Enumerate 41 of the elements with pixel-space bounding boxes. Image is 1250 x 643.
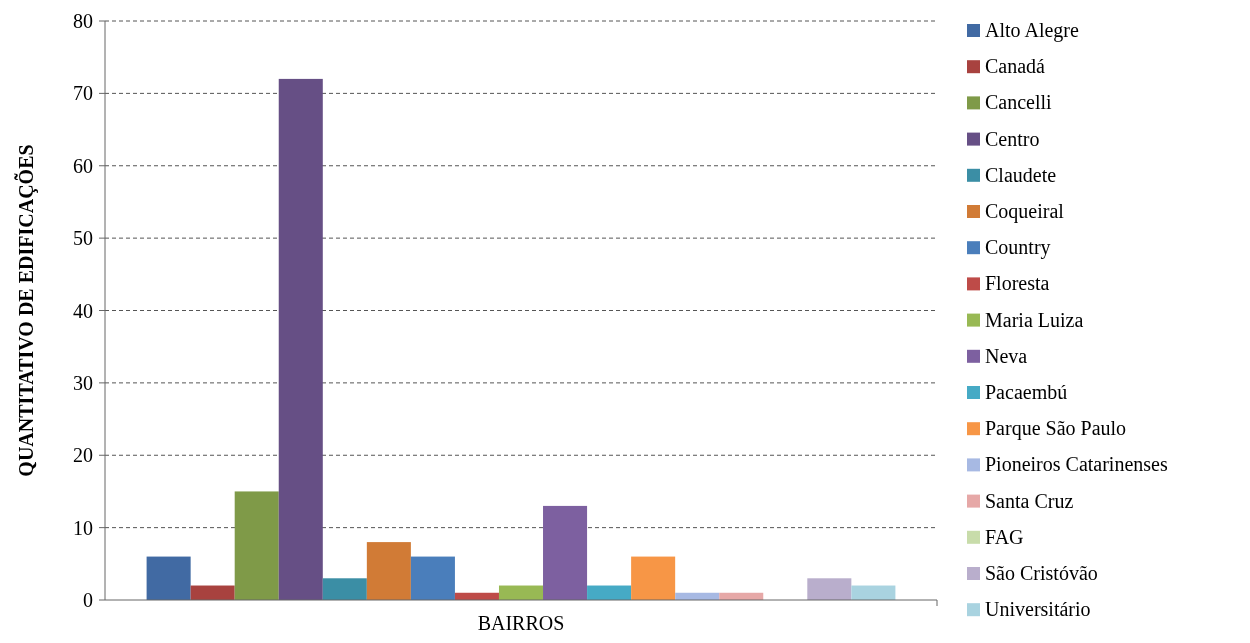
- y-tick-label: 80: [73, 10, 93, 32]
- legend-label: Country: [985, 236, 1051, 260]
- bar: [543, 505, 588, 600]
- legend-label: FAG: [985, 525, 1024, 548]
- bar: [807, 578, 852, 600]
- bar: [146, 556, 191, 600]
- bar: [234, 491, 279, 600]
- legend-label: Neva: [985, 344, 1028, 367]
- bar: [851, 585, 896, 600]
- legend-label: Maria Luiza: [985, 308, 1084, 331]
- legend-label: Cancelli: [985, 91, 1053, 114]
- legend-label: Universitário: [985, 598, 1091, 621]
- bar: [410, 556, 455, 600]
- legend-label: Pacaembú: [985, 381, 1068, 403]
- y-tick-label: 10: [73, 516, 93, 539]
- bar: [322, 578, 367, 600]
- x-tick-label: BAIRROS: [477, 612, 565, 634]
- y-tick-label: 30: [73, 371, 93, 394]
- y-tick-label: 40: [73, 299, 93, 322]
- y-tick-label: 20: [73, 444, 93, 467]
- bar: [631, 556, 676, 600]
- y-tick-label: 50: [73, 227, 93, 250]
- y-tick-label: 60: [73, 154, 93, 177]
- y-axis-title: QUANTITATIVO DE EDIFICAÇÕES: [14, 144, 38, 477]
- legend-label: Claudete: [985, 163, 1057, 186]
- bar: [278, 78, 323, 600]
- legend-label: Coqueiral: [985, 200, 1065, 223]
- bar: [190, 585, 235, 600]
- legend-label: Floresta: [985, 272, 1050, 295]
- legend-label: Santa Cruz: [985, 489, 1074, 512]
- legend-label: Alto Alegre: [985, 19, 1079, 42]
- y-tick-label: 0: [83, 589, 93, 611]
- legend-label: São Cristóvão: [985, 562, 1098, 584]
- legend-label: Pioneiros Catarinenses: [985, 453, 1168, 476]
- bar: [366, 542, 411, 600]
- legend-label: Parque São Paulo: [985, 417, 1127, 441]
- legend-label: Canadá: [985, 55, 1046, 78]
- bar: [498, 585, 544, 600]
- y-tick-label: 70: [73, 82, 93, 105]
- legend-label: Centro: [985, 127, 1040, 150]
- bar: [587, 585, 632, 600]
